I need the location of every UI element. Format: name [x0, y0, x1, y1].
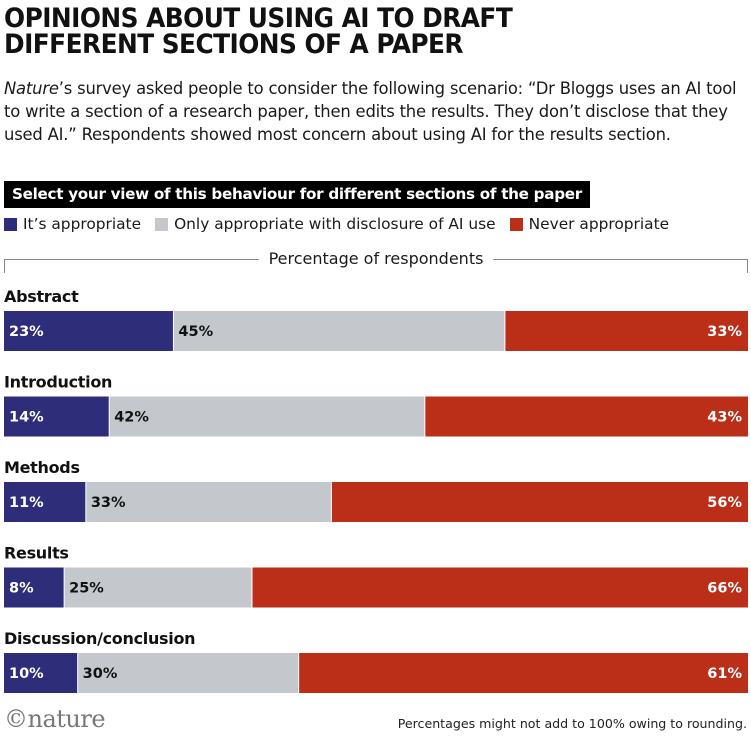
bar-separator-abstract-1 [172, 311, 174, 351]
bar-separator-methods-2 [330, 482, 332, 522]
bar-introduction-disclosure [109, 396, 425, 437]
legend-label-appropriate: It’s appropriate [23, 215, 142, 233]
value-label-methods-never: 56% [707, 495, 742, 511]
legend-swatch-never [509, 217, 523, 231]
legend: It’s appropriate Only appropriate with d… [4, 212, 749, 236]
bar-separator-results-2 [251, 567, 253, 608]
bar-introduction-appropriate [4, 396, 110, 437]
bar-results-disclosure [64, 567, 252, 608]
legend-swatch-disclosure [155, 217, 169, 231]
value-label-discussion-conclusion-appropriate: 10% [9, 666, 44, 682]
legend-item-appropriate: It’s appropriate [4, 215, 141, 233]
value-label-introduction-appropriate: 14% [9, 410, 44, 426]
x-axis-title: Percentage of respondents [258, 249, 494, 268]
value-label-abstract-disclosure: 45% [178, 324, 213, 340]
value-label-results-never: 66% [707, 581, 742, 597]
chart-title-line-2: DIFFERENT SECTIONS OF A PAPER [4, 29, 464, 60]
intro-text: Nature’s survey asked people to consider… [4, 77, 749, 146]
category-label-introduction: Introduction [4, 373, 112, 392]
chart-title: OPINIONS ABOUT USING AI TO DRAFT DIFFERE… [4, 3, 685, 60]
legend-item-never: Never appropriate [509, 215, 670, 233]
axis-bracket-right-tick [747, 259, 748, 273]
legend-label-never: Never appropriate [528, 215, 670, 233]
axis-title-row: Percentage of respondents [4, 246, 748, 274]
footnote: Percentages might not add to 100% owing … [397, 716, 747, 731]
nature-logo: ©nature [4, 705, 106, 733]
bar-abstract-appropriate [4, 311, 174, 351]
category-label-discussion-conclusion: Discussion/conclusion [4, 629, 195, 648]
intro-body: ’s survey asked people to consider the f… [4, 79, 737, 144]
category-label-abstract: Abstract [4, 287, 79, 306]
value-label-introduction-never: 43% [707, 410, 742, 426]
chart-title-line-1: OPINIONS ABOUT USING AI TO DRAFT [4, 3, 513, 34]
value-label-results-appropriate: 8% [9, 581, 34, 597]
bar-separator-abstract-2 [504, 311, 506, 351]
bar-separator-results-1 [63, 567, 65, 608]
bar-separator-methods-1 [85, 482, 87, 522]
value-label-methods-appropriate: 11% [9, 495, 44, 511]
bar-methods-never [331, 482, 748, 522]
axis-bracket-left-tick [4, 259, 5, 273]
bar-separator-introduction-2 [424, 396, 426, 437]
bar-separator-introduction-1 [108, 396, 110, 437]
bar-abstract-never [504, 311, 748, 351]
category-label-methods: Methods [4, 458, 80, 477]
bar-results-appropriate [4, 567, 65, 608]
bar-methods-appropriate [4, 482, 86, 522]
bar-methods-disclosure [85, 482, 332, 522]
stacked-bar-chart: Abstract 23% 45% 33% Introduction 14% 42% 43% Me… [4, 287, 748, 693]
question-banner: Select your view of this behaviour for d… [4, 181, 590, 208]
bar-abstract-disclosure [173, 311, 505, 351]
bar-results-never [252, 567, 748, 608]
value-label-discussion-conclusion-never: 61% [707, 666, 742, 682]
bar-separator-discussion-conclusion-1 [77, 653, 79, 693]
bar-discussion-conclusion-never [298, 653, 748, 693]
value-label-discussion-conclusion-disclosure: 30% [83, 666, 118, 682]
value-label-abstract-appropriate: 23% [9, 324, 44, 340]
legend-item-disclosure: Only appropriate with disclosure of AI u… [155, 215, 496, 233]
bar-introduction-never [424, 396, 748, 437]
value-label-methods-disclosure: 33% [91, 495, 126, 511]
bar-discussion-conclusion-appropriate [4, 653, 78, 693]
value-label-results-disclosure: 25% [69, 581, 104, 597]
value-label-abstract-never: 33% [707, 324, 742, 340]
bar-separator-discussion-conclusion-2 [298, 653, 300, 693]
value-label-introduction-disclosure: 42% [114, 410, 149, 426]
legend-label-disclosure: Only appropriate with disclosure of AI u… [174, 215, 496, 233]
legend-swatch-appropriate [4, 217, 17, 231]
intro-italic: Nature [4, 79, 59, 98]
category-label-results: Results [4, 544, 69, 563]
bar-discussion-conclusion-disclosure [77, 653, 299, 693]
